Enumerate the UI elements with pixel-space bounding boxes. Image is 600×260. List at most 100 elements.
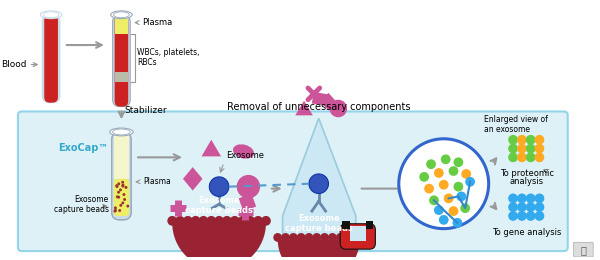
Circle shape: [116, 196, 119, 198]
Circle shape: [230, 216, 239, 226]
Circle shape: [535, 144, 544, 153]
Circle shape: [535, 202, 544, 212]
Circle shape: [526, 152, 536, 162]
Circle shape: [261, 216, 271, 226]
Circle shape: [517, 211, 527, 221]
Circle shape: [526, 202, 536, 212]
Circle shape: [439, 215, 449, 225]
Circle shape: [526, 144, 536, 153]
Text: To proteomic: To proteomic: [500, 169, 554, 178]
Circle shape: [214, 216, 224, 226]
Text: *2: *2: [542, 169, 548, 174]
Text: Enlarged view of
an exosome: Enlarged view of an exosome: [484, 114, 548, 134]
Ellipse shape: [233, 144, 254, 159]
FancyBboxPatch shape: [113, 179, 129, 216]
FancyBboxPatch shape: [574, 242, 593, 257]
Circle shape: [199, 216, 208, 226]
Circle shape: [328, 233, 337, 242]
Circle shape: [526, 135, 536, 145]
Bar: [239, 194, 256, 211]
Circle shape: [245, 216, 255, 226]
Bar: [365, 221, 373, 229]
Circle shape: [222, 216, 232, 226]
Circle shape: [434, 205, 444, 215]
Text: Plasma: Plasma: [142, 18, 172, 27]
Text: Removal of unnecessary components: Removal of unnecessary components: [227, 102, 410, 112]
Circle shape: [457, 192, 466, 201]
Circle shape: [426, 159, 436, 169]
Circle shape: [175, 216, 185, 226]
Text: ExoCap™: ExoCap™: [59, 142, 109, 153]
Bar: [115, 72, 128, 82]
Circle shape: [117, 196, 120, 199]
Circle shape: [167, 216, 177, 226]
Circle shape: [517, 135, 527, 145]
Circle shape: [123, 198, 126, 201]
FancyBboxPatch shape: [113, 15, 130, 107]
Circle shape: [452, 218, 462, 228]
Circle shape: [517, 152, 527, 162]
Circle shape: [305, 233, 313, 242]
Text: Plasma: Plasma: [143, 177, 170, 186]
FancyBboxPatch shape: [350, 226, 365, 241]
FancyBboxPatch shape: [340, 224, 376, 249]
Circle shape: [508, 193, 518, 203]
Circle shape: [460, 203, 470, 213]
Polygon shape: [283, 118, 356, 247]
Circle shape: [434, 168, 444, 178]
Circle shape: [114, 206, 117, 209]
Ellipse shape: [113, 129, 130, 135]
Circle shape: [238, 216, 247, 226]
Text: Stabilizer: Stabilizer: [124, 106, 167, 115]
Circle shape: [454, 182, 463, 192]
Circle shape: [526, 211, 536, 221]
FancyBboxPatch shape: [44, 15, 58, 103]
Circle shape: [329, 100, 347, 117]
Circle shape: [419, 172, 429, 182]
Circle shape: [281, 233, 290, 242]
Circle shape: [313, 233, 321, 242]
Text: Exosome
capture beads: Exosome capture beads: [185, 196, 253, 215]
Circle shape: [117, 191, 120, 194]
Circle shape: [465, 177, 475, 187]
Circle shape: [114, 209, 117, 212]
Ellipse shape: [43, 12, 59, 18]
Text: Blood: Blood: [1, 60, 26, 69]
FancyBboxPatch shape: [112, 132, 131, 220]
Circle shape: [429, 196, 439, 205]
Circle shape: [118, 209, 121, 212]
Text: WBCs, platelets,
RBCs: WBCs, platelets, RBCs: [137, 48, 200, 67]
Circle shape: [119, 188, 122, 191]
Ellipse shape: [110, 11, 132, 19]
Circle shape: [121, 181, 124, 184]
Circle shape: [115, 184, 118, 187]
Text: Exosome
capture beads: Exosome capture beads: [285, 214, 353, 233]
Polygon shape: [183, 167, 202, 191]
Text: ⌕: ⌕: [580, 245, 586, 255]
Circle shape: [449, 206, 458, 216]
Circle shape: [508, 202, 518, 212]
Wedge shape: [278, 239, 360, 260]
Circle shape: [297, 233, 305, 242]
Circle shape: [320, 233, 329, 242]
Circle shape: [125, 186, 127, 189]
Polygon shape: [202, 140, 221, 156]
Text: analysis: analysis: [509, 177, 544, 186]
FancyBboxPatch shape: [113, 132, 129, 179]
Circle shape: [117, 182, 120, 185]
Text: Exosome
capture beads: Exosome capture beads: [54, 194, 109, 214]
Circle shape: [336, 233, 344, 242]
Circle shape: [535, 152, 544, 162]
Polygon shape: [320, 93, 336, 110]
Circle shape: [517, 202, 527, 212]
Circle shape: [116, 185, 119, 188]
Circle shape: [535, 135, 544, 145]
Circle shape: [206, 216, 216, 226]
Text: Exosome: Exosome: [226, 151, 264, 160]
Circle shape: [454, 157, 463, 167]
Circle shape: [119, 204, 122, 207]
Bar: [342, 221, 350, 229]
Circle shape: [439, 180, 449, 190]
Circle shape: [535, 193, 544, 203]
Text: To gene analysis: To gene analysis: [492, 228, 562, 237]
